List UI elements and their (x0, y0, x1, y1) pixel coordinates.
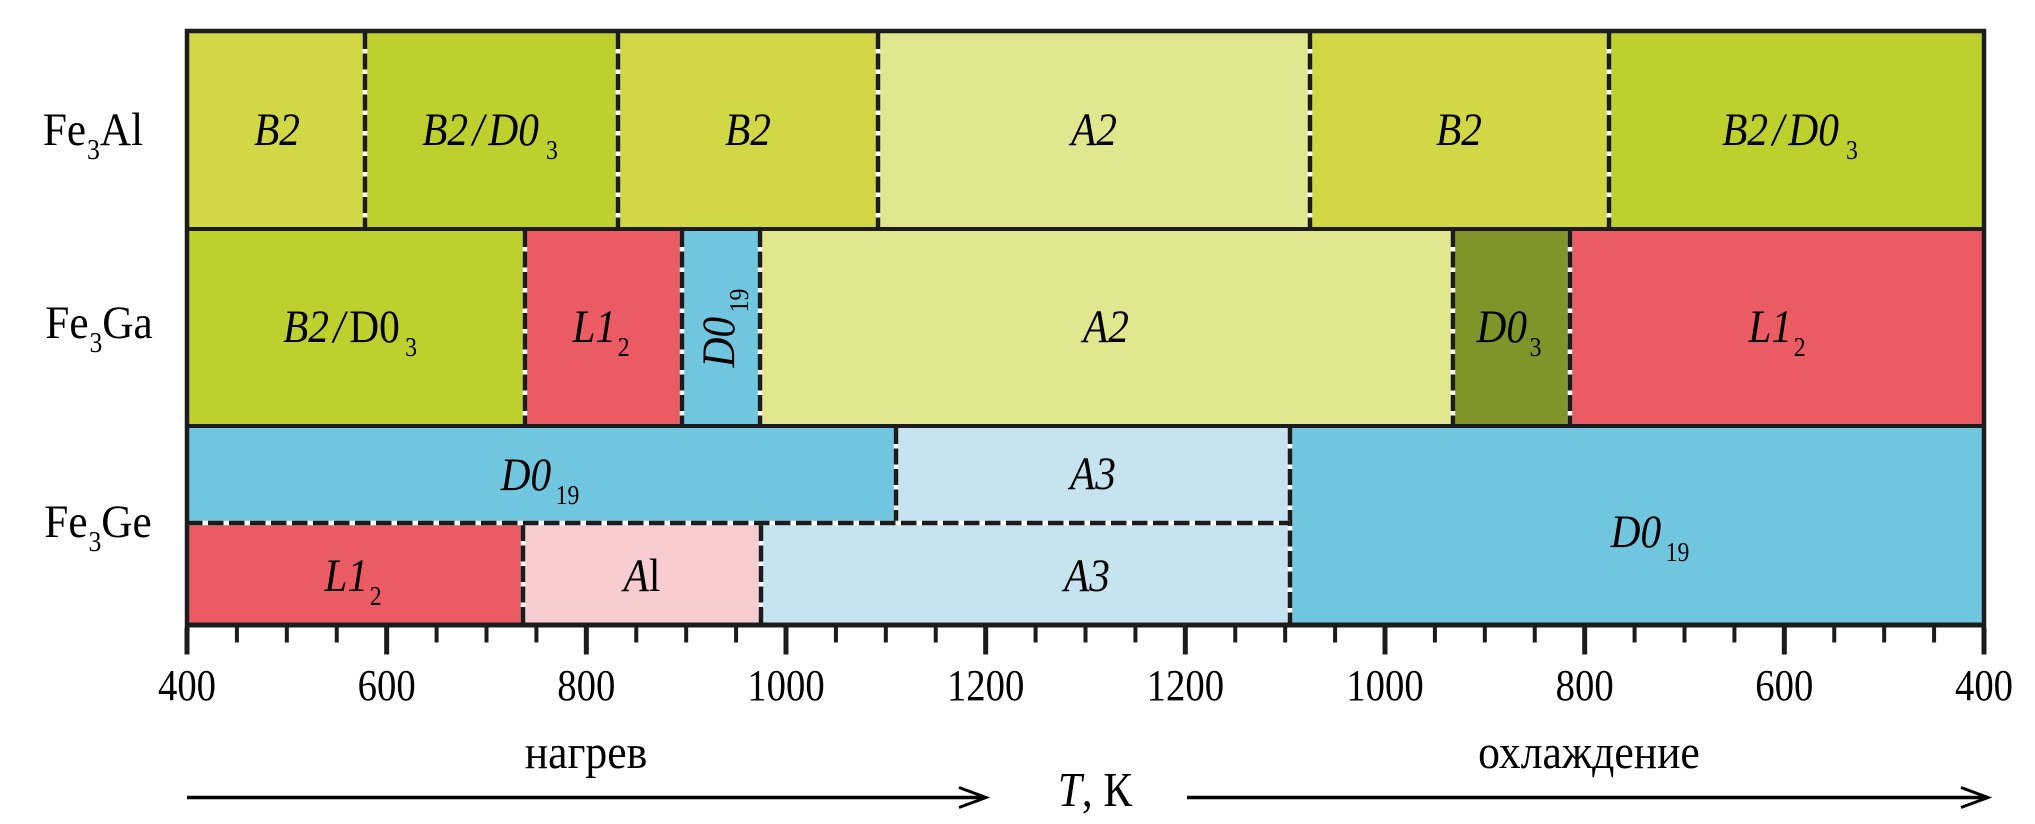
svg-text:A2: A2 (1080, 301, 1129, 353)
svg-text:1000: 1000 (747, 661, 824, 710)
svg-text:400: 400 (1955, 661, 2013, 710)
svg-text:B2: B2 (254, 104, 300, 156)
svg-text:T, К: T, К (1058, 762, 1133, 816)
svg-text:B2/D03: B2/D0 3 (1722, 104, 1858, 166)
svg-text:800: 800 (1556, 661, 1614, 710)
svg-text:D019: D019 (500, 449, 580, 511)
svg-text:A3: A3 (1067, 448, 1116, 500)
svg-text:Fe3Al: Fe3Al (43, 103, 143, 165)
svg-text:D03: D03 (1476, 301, 1542, 363)
svg-text:L12: L12 (571, 301, 629, 363)
svg-text:Al: Al (621, 550, 661, 602)
svg-text:600: 600 (358, 661, 416, 710)
svg-text:D019: D019 (693, 289, 755, 369)
svg-text:1200: 1200 (1147, 661, 1224, 710)
svg-text:L12: L12 (323, 550, 381, 612)
svg-text:D019: D019 (1610, 506, 1690, 568)
svg-text:400: 400 (158, 661, 216, 710)
svg-text:1200: 1200 (947, 661, 1024, 710)
svg-text:B2/D03: B2/D0 3 (283, 301, 417, 363)
svg-text:600: 600 (1755, 661, 1813, 710)
svg-text:800: 800 (557, 661, 615, 710)
svg-text:L12: L12 (1747, 301, 1805, 363)
svg-text:Fe3Ge: Fe3Ge (44, 495, 151, 557)
svg-text:B2/D03: B2/D0 3 (422, 104, 558, 166)
svg-text:A3: A3 (1061, 550, 1110, 602)
svg-text:1000: 1000 (1346, 661, 1423, 710)
svg-text:нагрев: нагрев (525, 725, 647, 778)
svg-text:охлаждение: охлаждение (1478, 725, 1700, 778)
svg-text:B2: B2 (1436, 104, 1482, 156)
svg-text:A2: A2 (1068, 104, 1117, 156)
svg-text:B2: B2 (725, 104, 771, 156)
